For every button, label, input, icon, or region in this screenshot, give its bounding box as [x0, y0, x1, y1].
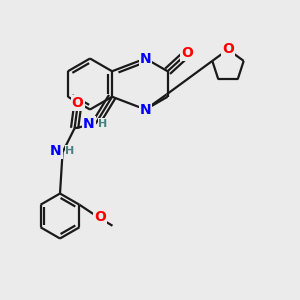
Text: N: N	[50, 144, 62, 158]
Text: O: O	[72, 96, 83, 110]
Text: N: N	[83, 117, 95, 131]
Text: N: N	[140, 52, 151, 65]
Text: H: H	[98, 119, 108, 129]
Text: O: O	[181, 46, 193, 60]
Text: H: H	[65, 146, 75, 156]
Text: O: O	[222, 43, 234, 56]
Text: O: O	[94, 210, 106, 224]
Text: N: N	[140, 103, 151, 116]
